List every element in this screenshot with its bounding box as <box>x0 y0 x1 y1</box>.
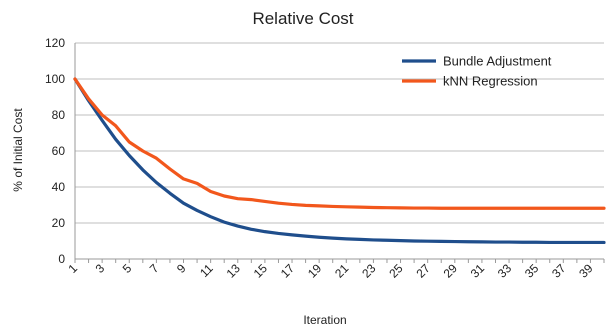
x-tick-label: 23 <box>359 261 379 281</box>
legend: Bundle Adjustment kNN Regression <box>402 54 552 89</box>
series-line-knn-regression <box>73 77 606 210</box>
y-tick-label: 120 <box>45 36 65 50</box>
y-tick-label: 0 <box>58 252 65 266</box>
x-tick-label: 35 <box>522 261 542 281</box>
series-layer <box>73 77 606 245</box>
chart-title: Relative Cost <box>252 9 353 28</box>
x-tick-label: 17 <box>278 261 298 281</box>
x-tick-label: 7 <box>147 261 162 276</box>
x-tick-label: 25 <box>386 261 406 281</box>
y-tick-label: 100 <box>45 72 65 86</box>
y-axis-label: % of Initial Cost <box>11 108 25 192</box>
y-tick-label: 20 <box>52 216 66 230</box>
x-tick-label: 19 <box>305 261 325 281</box>
grid-layer <box>75 42 604 224</box>
x-tick-label: 15 <box>251 261 271 281</box>
x-tick-label: 21 <box>332 261 352 281</box>
legend-label: kNN Regression <box>443 74 538 89</box>
x-tick-label: 33 <box>495 261 515 281</box>
legend-label: Bundle Adjustment <box>443 54 552 69</box>
x-tick-label: 13 <box>224 261 244 281</box>
x-tick-label: 1 <box>65 261 80 276</box>
series-line-bundle-adjustment <box>73 77 606 245</box>
y-tick-label: 60 <box>52 144 66 158</box>
x-tick-label: 9 <box>174 261 189 276</box>
x-tick-label: 27 <box>413 261 433 281</box>
x-tick-label: 3 <box>93 261 108 276</box>
x-axis-label: Iteration <box>303 313 346 327</box>
x-tick-label: 31 <box>468 261 488 281</box>
x-tick-label: 11 <box>197 261 216 280</box>
y-tick-label: 80 <box>52 108 66 122</box>
x-tick-label: 39 <box>576 261 596 281</box>
x-tick-label: 37 <box>549 261 569 281</box>
y-tick-label: 40 <box>52 180 66 194</box>
x-tick-label: 5 <box>120 261 135 276</box>
x-tick-label: 29 <box>441 261 461 281</box>
